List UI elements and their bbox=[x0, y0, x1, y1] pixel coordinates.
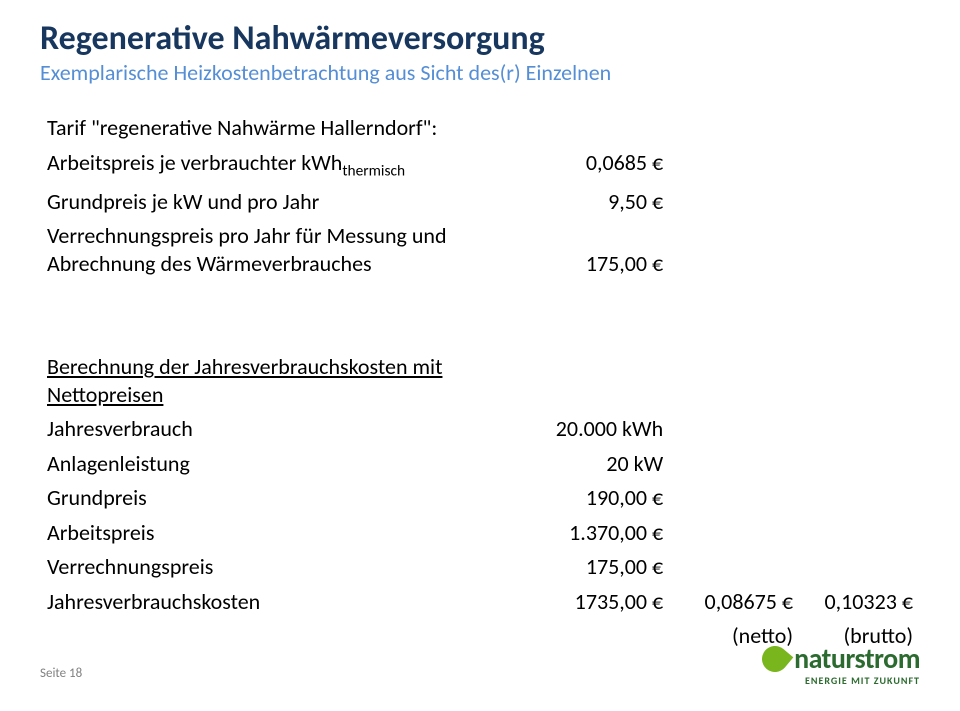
logo-main: naturstrom bbox=[720, 641, 920, 676]
calc-value: 20 kW bbox=[480, 446, 670, 481]
calc-heading: Berechnung der Jahresverbrauchskosten mi… bbox=[41, 350, 480, 412]
calc-row: Jahresverbrauch 20.000 kWh bbox=[41, 412, 920, 447]
total-brutto: 0,10323 € bbox=[800, 584, 920, 619]
tariff-heading-row: Tarif "regenerative Nahwärme Hallerndorf… bbox=[41, 111, 920, 146]
tariff-row: Arbeitspreis je verbrauchter kWhthermisc… bbox=[41, 145, 920, 184]
calc-label: Arbeitspreis bbox=[41, 515, 480, 550]
calc-heading-row: Berechnung der Jahresverbrauchskosten mi… bbox=[41, 350, 920, 412]
total-label: Jahresverbrauchskosten bbox=[41, 584, 480, 619]
total-netto: 0,08675 € bbox=[670, 584, 800, 619]
logo-tagline: ENERGIE MIT ZUKUNFT bbox=[720, 674, 920, 687]
tariff-value: 9,50 € bbox=[480, 184, 670, 219]
page-number: Seite 18 bbox=[40, 666, 82, 681]
calc-label: Jahresverbrauch bbox=[41, 412, 480, 447]
leaf-icon bbox=[757, 640, 794, 677]
tariff-heading: Tarif "regenerative Nahwärme Hallerndorf… bbox=[41, 111, 480, 146]
logo: naturstrom ENERGIE MIT ZUKUNFT bbox=[720, 641, 920, 687]
content-table: Tarif "regenerative Nahwärme Hallerndorf… bbox=[40, 110, 920, 653]
total-value: 1735,00 € bbox=[480, 584, 670, 619]
tariff-label: Verrechnungspreis pro Jahr für Messung u… bbox=[41, 219, 480, 281]
tariff-row: Grundpreis je kW und pro Jahr 9,50 € bbox=[41, 184, 920, 219]
tariff-label: Arbeitspreis je verbrauchter kWhthermisc… bbox=[41, 145, 480, 184]
calc-value: 190,00 € bbox=[480, 481, 670, 516]
calc-label: Anlagenleistung bbox=[41, 446, 480, 481]
calc-row: Anlagenleistung 20 kW bbox=[41, 446, 920, 481]
tariff-value: 0,0685 € bbox=[480, 145, 670, 184]
calc-row: Verrechnungspreis 175,00 € bbox=[41, 550, 920, 585]
calc-row: Grundpreis 190,00 € bbox=[41, 481, 920, 516]
spacer-row bbox=[41, 281, 920, 316]
calc-row: Arbeitspreis 1.370,00 € bbox=[41, 515, 920, 550]
logo-text: naturstrom bbox=[794, 641, 920, 676]
calc-value: 20.000 kWh bbox=[480, 412, 670, 447]
calc-label: Grundpreis bbox=[41, 481, 480, 516]
page-subtitle: Exemplarische Heizkostenbetrachtung aus … bbox=[40, 59, 920, 86]
spacer-row bbox=[41, 315, 920, 350]
tariff-label: Grundpreis je kW und pro Jahr bbox=[41, 184, 480, 219]
calc-value: 1.370,00 € bbox=[480, 515, 670, 550]
page-title: Regenerative Nahwärmeversorgung bbox=[40, 20, 920, 57]
calc-label: Verrechnungspreis bbox=[41, 550, 480, 585]
tariff-value: 175,00 € bbox=[480, 219, 670, 281]
tariff-row: Verrechnungspreis pro Jahr für Messung u… bbox=[41, 219, 920, 281]
calc-value: 175,00 € bbox=[480, 550, 670, 585]
total-row: Jahresverbrauchskosten 1735,00 € 0,08675… bbox=[41, 584, 920, 619]
